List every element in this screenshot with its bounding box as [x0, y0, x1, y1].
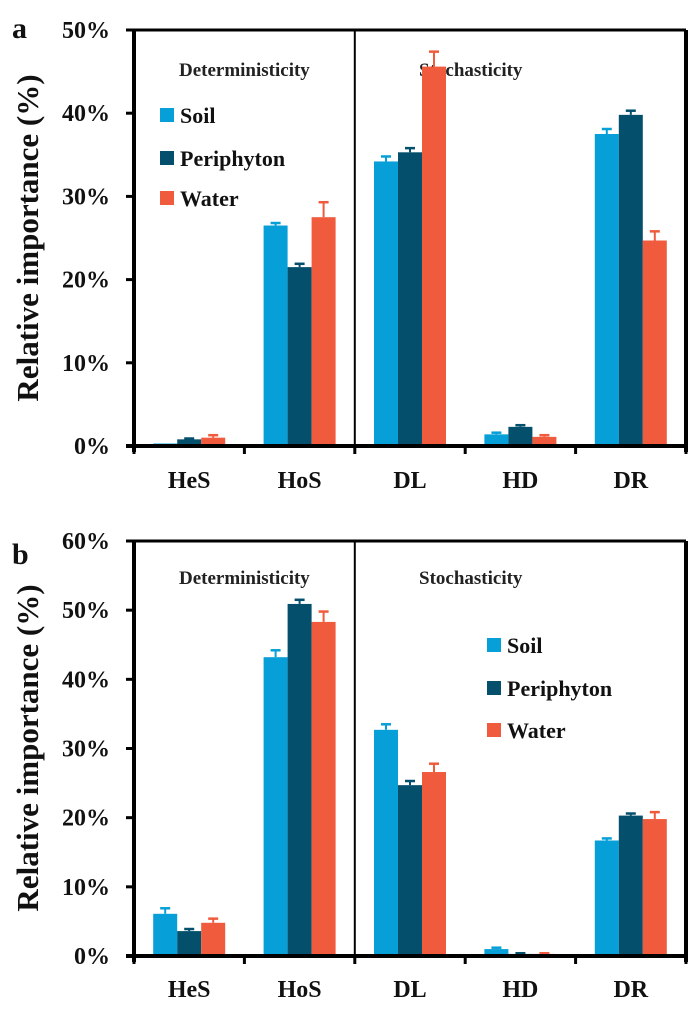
- legend-label-soil: Soil: [180, 103, 215, 128]
- y-tick-label: 20%: [62, 268, 110, 294]
- bar-water-DR: [642, 240, 667, 446]
- y-tick-label: 10%: [62, 351, 110, 377]
- bar-soil-DL: [374, 729, 398, 956]
- panel-label: a: [12, 12, 27, 45]
- bar-water-HoS: [311, 217, 336, 446]
- legend: Soil Periphyton Water: [160, 103, 285, 211]
- legend-label-periphyton: Periphyton: [507, 676, 612, 701]
- bar-water-DL: [422, 66, 446, 446]
- bar-periphyton-DR: [618, 815, 643, 956]
- x-tick-label: HD: [502, 977, 538, 1003]
- y-tick-label: 0%: [74, 434, 110, 460]
- section-label-deterministicity: Deterministicity: [179, 60, 310, 81]
- bar-soil-DR: [594, 840, 619, 956]
- chart-panel-b: b Relative importance (%) Deterministicity…: [10, 529, 688, 1003]
- bar-water-HeS: [201, 922, 226, 956]
- legend-label-soil: Soil: [507, 633, 542, 658]
- y-tick-label: 40%: [62, 101, 110, 127]
- bar-water-HD: [532, 436, 557, 446]
- legend-swatch-periphyton: [487, 681, 501, 695]
- section-label-stochasticity: Stochasticity: [419, 568, 523, 589]
- bar-soil-HoS: [263, 225, 288, 446]
- chart-panel-a: a Relative importance (%) Deterministicity…: [10, 12, 688, 494]
- x-tick-label: HoS: [278, 977, 322, 1003]
- legend: Soil Periphyton Water: [487, 633, 612, 743]
- x-tick-label: HoS: [278, 468, 322, 494]
- x-tick-label: DL: [393, 977, 426, 1003]
- bar-water-DL: [422, 772, 446, 956]
- x-tick-label: DR: [613, 468, 648, 494]
- y-tick-label: 30%: [62, 184, 110, 210]
- bar-water-HoS: [311, 621, 336, 956]
- y-axis-label: Relative importance (%): [10, 74, 45, 401]
- bar-soil-HD: [484, 949, 509, 956]
- legend-label-water: Water: [180, 186, 239, 211]
- y-tick-label: 40%: [62, 667, 110, 693]
- legend-label-periphyton: Periphyton: [180, 146, 285, 171]
- y-tick-label: 60%: [62, 529, 110, 555]
- x-tick-label: HD: [502, 468, 538, 494]
- y-tick-label: 0%: [74, 944, 110, 970]
- bar-soil-DL: [374, 161, 398, 446]
- bar-soil-HoS: [263, 657, 288, 956]
- legend-swatch-water: [487, 723, 501, 737]
- legend-swatch-soil: [160, 108, 174, 122]
- legend-label-water: Water: [507, 718, 566, 743]
- y-axis-label: Relative importance (%): [10, 584, 45, 911]
- x-tick-label: DR: [613, 977, 648, 1003]
- x-tick-label: HeS: [168, 468, 211, 494]
- section-label-deterministicity: Deterministicity: [179, 568, 310, 589]
- legend-swatch-water: [160, 191, 174, 205]
- x-tick-label: HeS: [168, 977, 211, 1003]
- y-tick-label: 10%: [62, 875, 110, 901]
- bar-periphyton-HeS: [177, 931, 202, 956]
- bar-water-DR: [642, 819, 667, 956]
- bar-soil-DR: [594, 134, 619, 446]
- bar-periphyton-DL: [398, 785, 422, 956]
- legend-swatch-periphyton: [160, 151, 174, 165]
- legend-swatch-soil: [487, 638, 501, 652]
- y-tick-label: 50%: [62, 598, 110, 624]
- bar-water-HeS: [201, 437, 226, 446]
- x-tick-label: DL: [393, 468, 426, 494]
- bar-periphyton-HoS: [287, 267, 312, 446]
- y-tick-label: 50%: [62, 18, 110, 44]
- bar-periphyton-HoS: [287, 603, 312, 956]
- bar-periphyton-DL: [398, 152, 422, 446]
- bar-soil-HD: [484, 434, 509, 446]
- bar-periphyton-HD: [508, 426, 533, 446]
- panel-label: b: [12, 538, 29, 571]
- bar-periphyton-DR: [618, 114, 643, 446]
- y-tick-label: 30%: [62, 737, 110, 763]
- bar-soil-HeS: [153, 913, 178, 956]
- y-tick-label: 20%: [62, 806, 110, 832]
- bar-periphyton-HeS: [177, 439, 202, 446]
